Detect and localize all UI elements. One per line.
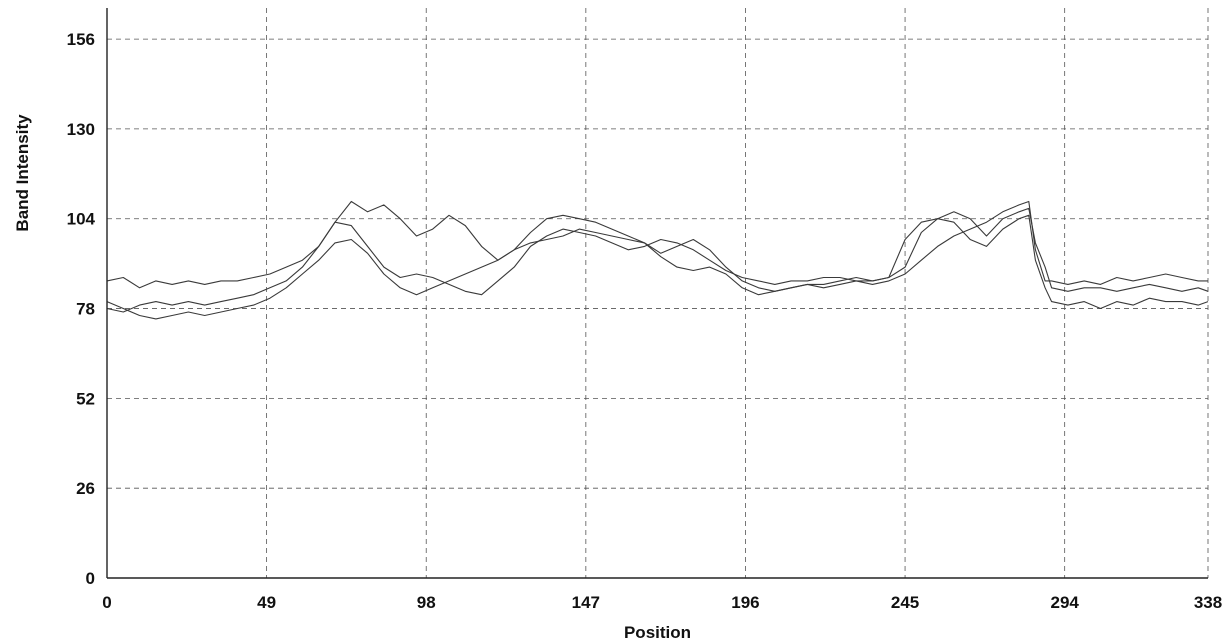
y-axis-title: Band Intensity — [13, 114, 32, 232]
grid — [107, 8, 1208, 578]
y-tick-label: 78 — [76, 300, 95, 319]
axes — [107, 8, 1208, 578]
x-tick-label: 147 — [572, 593, 600, 612]
x-tick-label: 49 — [257, 593, 276, 612]
y-tick-label: 156 — [67, 30, 95, 49]
y-tick-label: 130 — [67, 120, 95, 139]
y-tick-label: 104 — [67, 210, 96, 229]
x-tick-label: 245 — [891, 593, 919, 612]
series-line-1 — [107, 202, 1208, 309]
y-tick-labels: 0 26 52 78 104 130 156 — [67, 30, 96, 588]
x-tick-label: 196 — [731, 593, 759, 612]
x-tick-labels: 0 49 98 147 196 245 294 338 — [102, 593, 1222, 612]
x-tick-label: 0 — [102, 593, 111, 612]
x-tick-label: 98 — [417, 593, 436, 612]
x-tick-label: 294 — [1050, 593, 1079, 612]
y-tick-label: 52 — [76, 389, 95, 408]
y-tick-label: 26 — [76, 479, 95, 498]
x-axis-title: Position — [624, 623, 691, 642]
y-tick-label: 0 — [86, 569, 95, 588]
x-tick-label: 338 — [1194, 593, 1222, 612]
